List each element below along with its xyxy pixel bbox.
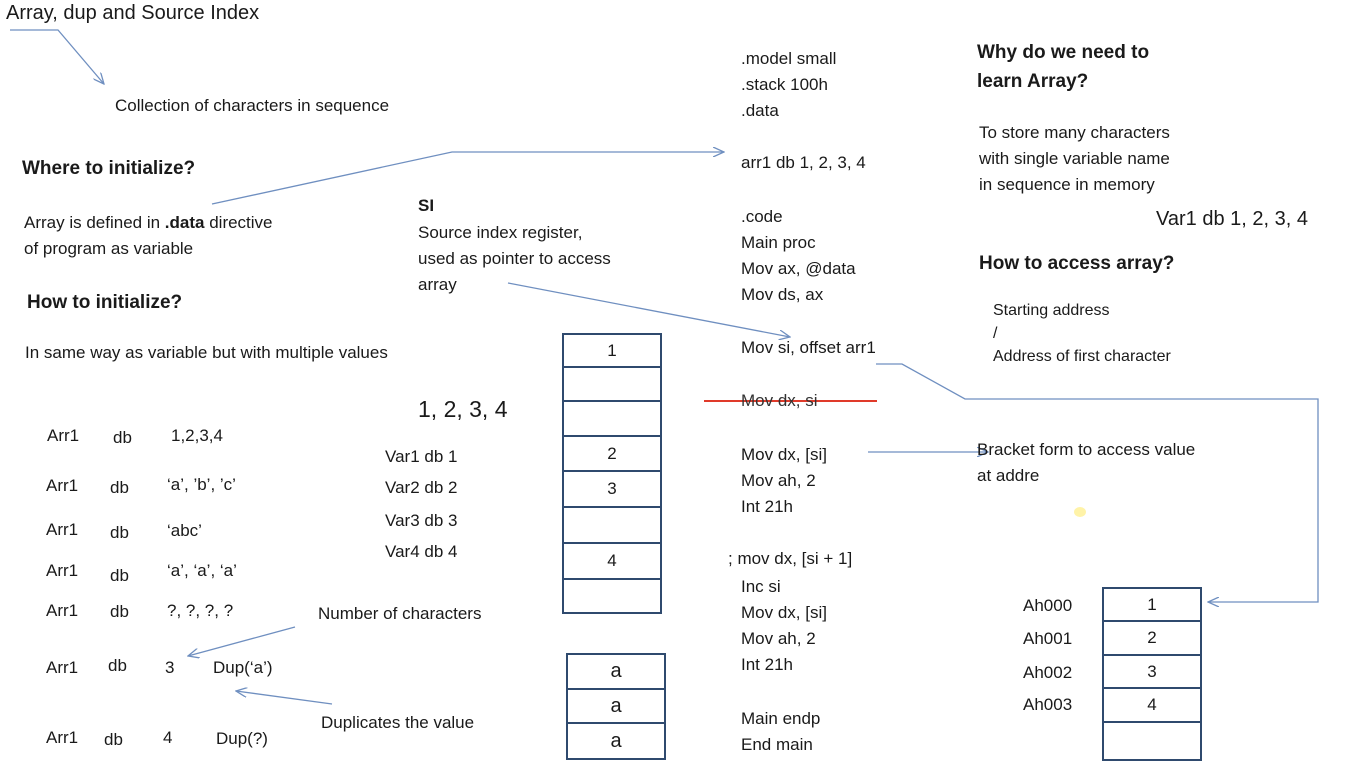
memory-cell: 4 [562,542,662,580]
example-keyword: db [110,566,129,585]
example-keyword: db [110,523,129,542]
memory-cell: 3 [562,470,662,508]
offset-to-memory-arrow [876,363,1319,602]
memory-address: Ah000 [1023,596,1073,615]
var-item: Var3 db 3 [385,511,458,530]
example-value: ‘a’, ‘a’, ‘a’ [167,561,237,580]
example-value: ‘a’, ’b’, ’c’ [167,475,236,494]
code-array-def: arr1 db 1, 2, 3, 4 [741,153,866,172]
memory-value-cell [1102,721,1202,761]
code-struck-line: Mov dx, si [741,391,818,410]
code-end: Main endp End main [741,709,821,754]
example-dup: Dup(?) [216,729,268,748]
example-name: Arr1 [46,476,79,495]
example-value: ‘abc’ [167,521,202,540]
dup-cell: a [566,722,666,760]
memory-value-cell: 3 [1102,654,1202,689]
how-init-desc: In same way as variable but with multipl… [25,343,388,362]
code-header: .model small .stack 100h .data [741,49,837,120]
why-desc: To store many characters with single var… [979,123,1170,194]
memory-cell [562,578,662,614]
num-chars-arrow [188,626,296,656]
dup-value-arrow [236,691,333,705]
memory-address: Ah001 [1023,629,1073,648]
si-label: SI [418,196,435,215]
where-line2: of program as variable [24,239,194,258]
var-item: Var4 db 4 [385,542,458,561]
example-name: Arr1 [46,601,79,620]
example-dup: Dup(‘a’) [213,658,273,677]
memory-cell: 2 [562,435,662,472]
example-count: 3 [165,658,175,677]
how-init-heading: How to initialize? [27,292,183,313]
code-print1: Mov dx, [si] Mov ah, 2 Int 21h [741,445,827,516]
array-definition: Collection of characters in sequence [115,96,390,115]
example-value: ?, ?, ?, ? [167,601,234,620]
memory-address: Ah002 [1023,663,1073,682]
memory-value-cell: 4 [1102,687,1202,723]
memory-value-cell: 1 [1102,587,1202,622]
memory-address: Ah003 [1023,695,1073,714]
example-keyword: db [110,478,129,497]
dup-cell: a [566,688,666,724]
var-item: Var2 db 2 [385,478,458,497]
example-count: 4 [163,728,173,747]
memory-value-cell: 2 [1102,620,1202,656]
num-chars-note: Number of characters [318,604,482,623]
memory-cell [562,506,662,544]
example-keyword: db [113,428,132,447]
code-comment: ; mov dx, [si + 1] [728,549,853,568]
where-heading: Where to initialize? [22,158,196,179]
code-mov-si: Mov si, offset arr1 [741,338,876,357]
access-heading: How to access array? [979,253,1175,274]
example-keyword: db [104,730,123,749]
var-item: Var1 db 1 [385,447,458,466]
title-arrow [10,29,104,84]
where-line1: Array is defined in .data directive [24,213,273,232]
dup-value-note: Duplicates the value [321,713,475,732]
example-keyword: db [110,602,129,621]
example-value: 1,2,3,4 [171,426,223,445]
si-arrow [507,282,790,337]
example-name: Arr1 [46,728,79,747]
memory-cell [562,400,662,437]
si-desc: Source index register, used as pointer t… [418,223,611,294]
bracket-note: Bracket form to access value at addre [977,440,1196,485]
number-sequence: 1, 2, 3, 4 [418,396,508,422]
example-name: Arr1 [46,561,79,580]
code-print2: Inc si Mov dx, [si] Mov ah, 2 Int 21h [741,577,827,674]
example-name: Arr1 [47,426,80,445]
cursor-highlight [1074,507,1086,517]
example-name: Arr1 [46,520,79,539]
access-desc: Starting address / Address of first char… [993,302,1171,365]
memory-cell: 1 [562,333,662,368]
page-title: Array, dup and Source Index [6,2,260,24]
example-name: Arr1 [46,658,79,677]
code-block: .code Main proc Mov ax, @data Mov ds, ax [741,207,856,304]
memory-cell [562,366,662,402]
example-keyword: db [108,656,127,675]
data-directive-arrow [211,152,724,205]
dup-cell: a [566,653,666,690]
why-heading: Why do we need to learn Array? [977,42,1150,92]
why-example: Var1 db 1, 2, 3, 4 [1156,208,1308,230]
